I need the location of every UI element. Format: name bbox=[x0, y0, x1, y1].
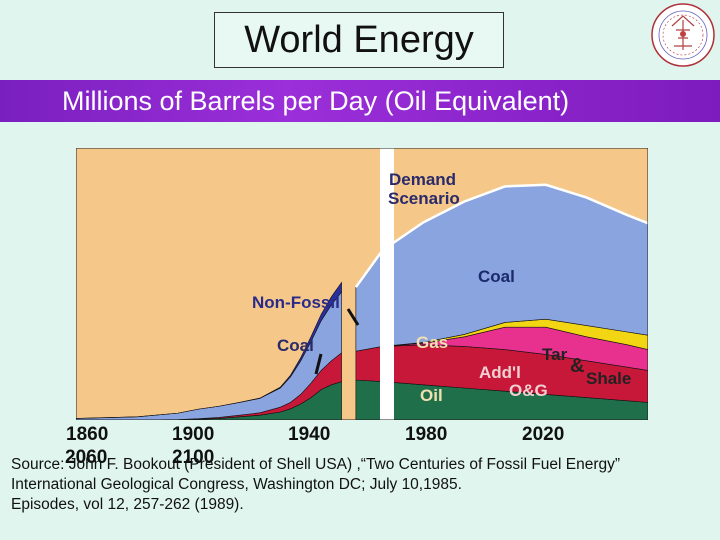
chart-subtitle: Millions of Barrels per Day (Oil Equival… bbox=[62, 86, 570, 116]
x-tick-1900: 1900 bbox=[172, 424, 215, 445]
x-tick-1860: 1860 bbox=[66, 424, 109, 445]
source-line-2: International Geological Congress, Washi… bbox=[11, 476, 462, 493]
demand-scenario-line bbox=[354, 183, 648, 288]
x-tick-1980: 1980 bbox=[405, 424, 448, 445]
x-tick-2100: 2100 bbox=[172, 447, 215, 468]
annotation-coal-past: Coal bbox=[277, 336, 314, 355]
coal-pointer-arrow bbox=[314, 353, 323, 375]
annotation-ampersand: & bbox=[570, 355, 584, 377]
annotation-demand: Demand bbox=[389, 170, 456, 189]
x-tick-2020: 2020 bbox=[522, 424, 565, 445]
annotation-gas: Gas bbox=[416, 333, 448, 352]
historical-non-fossil-area bbox=[76, 281, 342, 419]
x-tick-2060: 2060 bbox=[65, 447, 108, 468]
annotation-scenario: Scenario bbox=[388, 189, 460, 208]
x-tick-1940: 1940 bbox=[288, 424, 331, 445]
annotation-shale: Shale bbox=[586, 369, 631, 388]
slide-title: World Energy bbox=[244, 18, 474, 61]
annotation-non-fossil: Non-Fossil bbox=[252, 293, 340, 312]
source-line-1: Source: John F. Bookout (President of Sh… bbox=[11, 456, 621, 473]
source-line-3: Episodes, vol 12, 257-262 (1989). bbox=[11, 496, 244, 513]
chart-gap-separator bbox=[380, 148, 394, 420]
non-fossil-pointer-arrow bbox=[346, 308, 360, 326]
slide-title-box: World Energy bbox=[214, 12, 504, 68]
geological-congress-seal-icon bbox=[650, 2, 716, 68]
subtitle-banner: Millions of Barrels per Day (Oil Equival… bbox=[0, 80, 720, 122]
annotation-coal-future: Coal bbox=[478, 267, 515, 286]
annotation-addl: Add'l bbox=[479, 363, 521, 382]
annotation-oil: Oil bbox=[420, 386, 443, 405]
annotation-tar: Tar bbox=[542, 345, 568, 364]
annotation-og: O&G bbox=[509, 381, 548, 400]
